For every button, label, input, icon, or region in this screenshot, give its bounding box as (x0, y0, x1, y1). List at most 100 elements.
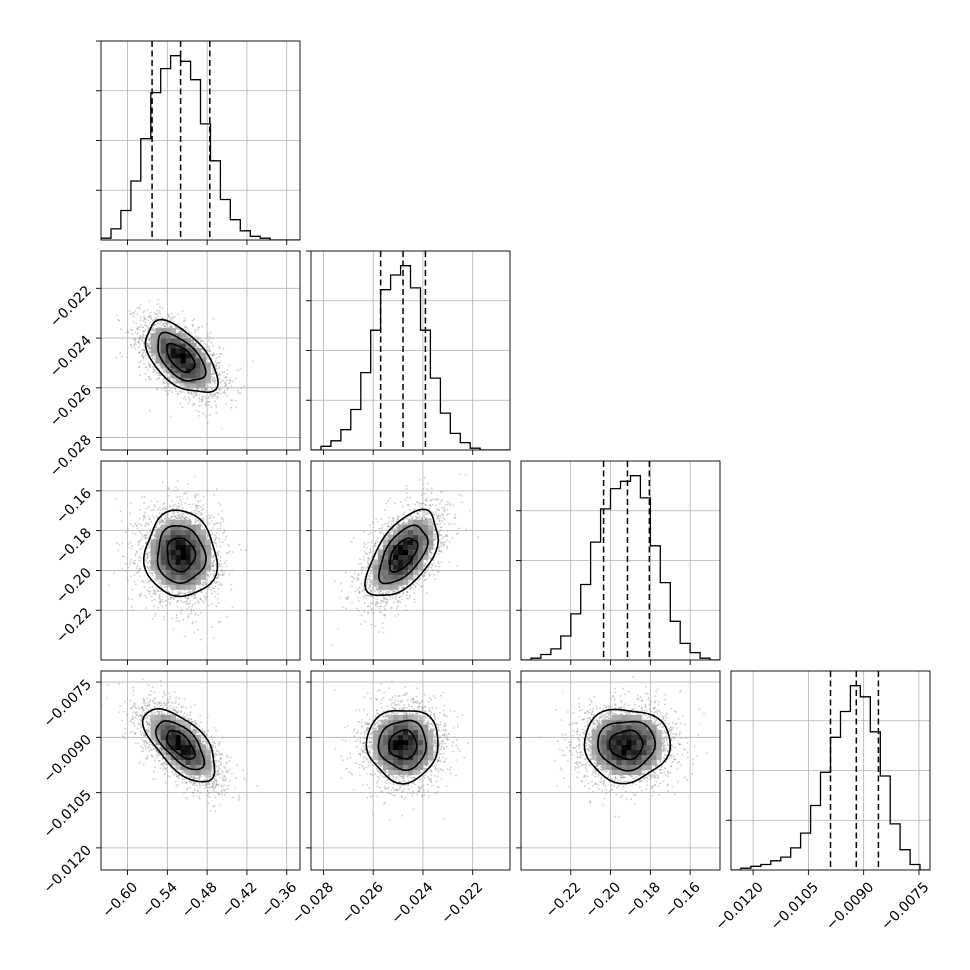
sample-point (221, 427, 223, 430)
sample-point (177, 502, 180, 505)
sample-point (158, 367, 161, 370)
sample-point (205, 415, 208, 417)
sample-point (134, 559, 136, 562)
sample-point (133, 345, 136, 348)
sample-point (159, 584, 162, 587)
sample-point (206, 335, 209, 338)
sample-point (212, 637, 215, 639)
sample-point (168, 382, 171, 385)
sample-point (213, 570, 216, 572)
sample-point (215, 365, 218, 368)
sample-point (126, 546, 129, 549)
sample-point (191, 404, 194, 407)
sample-point (193, 331, 196, 333)
sample-point (185, 603, 188, 605)
sample-point (117, 549, 120, 552)
sample-point (144, 512, 146, 514)
sample-point (127, 597, 130, 600)
scatter-panel-1-0 (100, 250, 301, 451)
sample-point (143, 310, 146, 312)
sample-point (205, 582, 208, 585)
sample-point (181, 516, 184, 518)
sample-point (208, 345, 211, 348)
sample-point (213, 494, 216, 496)
sample-point (139, 343, 141, 345)
sample-point (135, 322, 138, 325)
sample-point (138, 338, 141, 341)
panel-frame-3-3 (730, 670, 931, 871)
sample-point (172, 505, 175, 507)
sample-point (128, 310, 131, 312)
sample-point (134, 341, 137, 344)
sample-point (227, 386, 230, 389)
sample-point (158, 596, 161, 598)
density-cell (170, 338, 176, 344)
sample-point (176, 505, 179, 508)
sample-point (192, 324, 195, 326)
sample-point (132, 609, 135, 612)
sample-point (139, 319, 142, 322)
sample-point (165, 382, 168, 384)
sample-point (150, 572, 153, 575)
sample-point (214, 595, 216, 598)
sample-point (169, 326, 172, 328)
panel-frame-2-2 (520, 460, 721, 661)
sample-point (162, 380, 165, 383)
density-cell (195, 372, 201, 379)
sample-point (188, 606, 191, 609)
sample-point (226, 388, 229, 391)
sample-point (211, 367, 214, 370)
sample-point (219, 377, 221, 380)
density-cell (165, 348, 172, 354)
sample-point (194, 518, 197, 521)
sample-point (188, 398, 191, 401)
density-cell (180, 348, 186, 354)
sample-point (214, 400, 217, 403)
sample-point (164, 586, 167, 589)
density-cell (200, 362, 206, 369)
sample-point (164, 373, 167, 376)
density-cell (180, 353, 186, 359)
sample-point (159, 518, 161, 521)
sample-point (142, 319, 145, 322)
sample-point (195, 410, 198, 412)
sample-point (228, 573, 231, 576)
sample-point (218, 387, 220, 390)
sample-point (237, 392, 240, 394)
sample-point (187, 402, 190, 405)
density-cell (200, 358, 206, 364)
sample-point (151, 320, 154, 322)
sample-point (188, 400, 191, 403)
sample-point (223, 531, 226, 533)
sample-point (149, 586, 151, 589)
sample-point (145, 354, 147, 356)
sample-point (211, 568, 214, 571)
sample-point (209, 589, 212, 591)
sample-point (146, 552, 149, 555)
sample-point (209, 332, 212, 334)
sample-point (194, 391, 197, 394)
sample-point (149, 311, 152, 314)
sample-point (220, 584, 223, 587)
sample-point (231, 606, 234, 609)
density-cell (190, 362, 196, 369)
sample-point (221, 569, 223, 571)
sample-point (174, 387, 177, 390)
sample-point (175, 616, 178, 619)
sample-point (213, 560, 215, 563)
sample-point (145, 521, 148, 524)
sample-point (174, 486, 177, 489)
sample-point (126, 527, 129, 530)
sample-point (149, 321, 151, 324)
sample-point (129, 512, 132, 515)
sample-point (155, 371, 158, 374)
plot-area-2-0 (101, 461, 300, 660)
sample-point (143, 533, 146, 536)
sample-point (169, 379, 172, 381)
sample-point (251, 360, 254, 363)
density-cell (170, 328, 176, 334)
sample-point (220, 563, 223, 565)
density-cell (175, 362, 181, 369)
density-cell (185, 338, 191, 344)
sample-point (131, 545, 134, 547)
